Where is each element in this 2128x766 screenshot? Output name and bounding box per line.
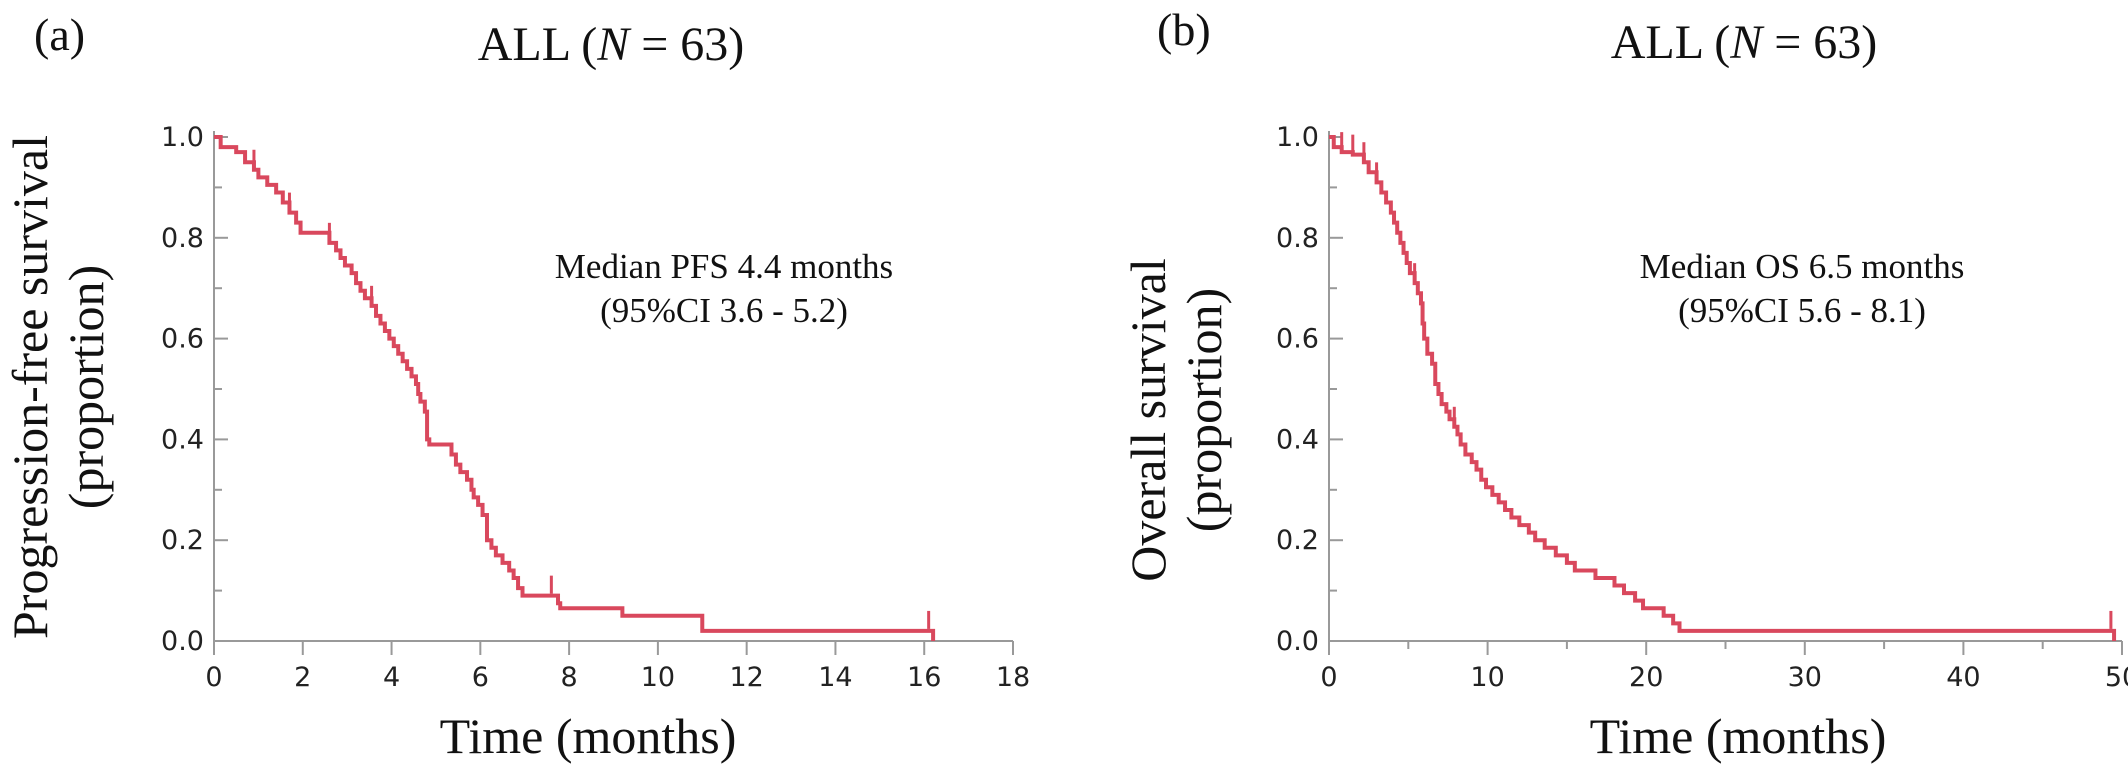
- x-tick-label-b: 0: [1320, 662, 1337, 693]
- x-tick-label-b: 10: [1470, 662, 1504, 693]
- x-tick-label-b: 50: [2105, 662, 2128, 693]
- median-annotation-b-line2: (95%CI 5.6 - 8.1): [1678, 291, 1926, 330]
- y-tick-label-a: 0.8: [161, 223, 204, 254]
- chart-title-b-prefix: ALL (: [1611, 16, 1731, 69]
- y-tick-label-a: 1.0: [161, 122, 204, 153]
- x-tick-label-b: 40: [1946, 662, 1980, 693]
- x-tick-label-b: 30: [1788, 662, 1822, 693]
- x-tick-label-a: 12: [729, 662, 763, 693]
- chart-title-a-italic: N: [596, 18, 632, 71]
- chart-title-a: ALL (N = 63): [478, 18, 745, 71]
- median-annotation-b-line1: Median OS 6.5 months: [1640, 247, 1965, 286]
- panel-letter-b: (b): [1157, 4, 1211, 55]
- chart-title-a-suffix: = 63): [629, 18, 744, 71]
- x-tick-label-a: 16: [907, 662, 941, 693]
- y-tick-label-b: 0.0: [1276, 626, 1319, 657]
- x-tick-label-a: 14: [818, 662, 852, 693]
- x-tick-label-a: 2: [294, 662, 311, 693]
- chart-panel-a: (a) ALL (N = 63) Progression-free surviv…: [2, 9, 1030, 764]
- chart-title-b-suffix: = 63): [1762, 16, 1877, 69]
- median-annotation-a-line2: (95%CI 3.6 - 5.2): [600, 291, 848, 330]
- x-tick-label-a: 0: [205, 662, 222, 693]
- survival-curve-a: [214, 135, 936, 641]
- plot-area-b: 0.0 0.2 0.4 0.6 0.8 1.0 0 10 20 30 40 50: [1276, 122, 2128, 693]
- y-axis-label-a-line2: (proportion): [58, 265, 114, 509]
- x-tick-label-a: 10: [641, 662, 675, 693]
- y-tick-label-b: 0.8: [1276, 223, 1319, 254]
- y-axis-label-b-line1: Overall survival: [1120, 258, 1176, 582]
- y-tick-label-b: 1.0: [1276, 122, 1319, 153]
- y-tick-label-b: 0.6: [1276, 324, 1319, 355]
- survival-curve-b: [1329, 135, 2117, 641]
- y-tick-label-b: 0.4: [1276, 424, 1319, 455]
- y-axis-label-b-line2: (proportion): [1176, 288, 1232, 532]
- y-tick-label-a: 0.6: [161, 324, 204, 355]
- chart-title-a-prefix: ALL (: [478, 18, 598, 71]
- x-tick-label-a: 8: [561, 662, 578, 693]
- chart-panel-b: (b) ALL (N = 63) Overall survival (propo…: [1120, 4, 2128, 764]
- median-annotation-a-line1: Median PFS 4.4 months: [555, 247, 893, 286]
- y-tick-label-a: 0.4: [161, 424, 204, 455]
- x-tick-label-a: 18: [996, 662, 1030, 693]
- x-axis-label-a: Time (months): [440, 708, 737, 764]
- y-tick-label-a: 0.0: [161, 626, 204, 657]
- chart-title-b: ALL (N = 63): [1611, 16, 1878, 69]
- y-tick-label-a: 0.2: [161, 525, 204, 556]
- chart-title-b-italic: N: [1729, 16, 1765, 69]
- x-tick-label-a: 4: [383, 662, 400, 693]
- plot-area-a: 0.0 0.2 0.4 0.6 0.8 1.0 0 2 4 6 8 10 12 14 16 18: [161, 122, 1030, 693]
- y-tick-label-b: 0.2: [1276, 525, 1319, 556]
- x-axis-label-b: Time (months): [1590, 708, 1887, 764]
- x-tick-label-b: 20: [1629, 662, 1663, 693]
- panel-letter-a: (a): [34, 9, 85, 60]
- x-tick-label-a: 6: [472, 662, 489, 693]
- y-axis-label-a-line1: Progression-free survival: [2, 135, 58, 639]
